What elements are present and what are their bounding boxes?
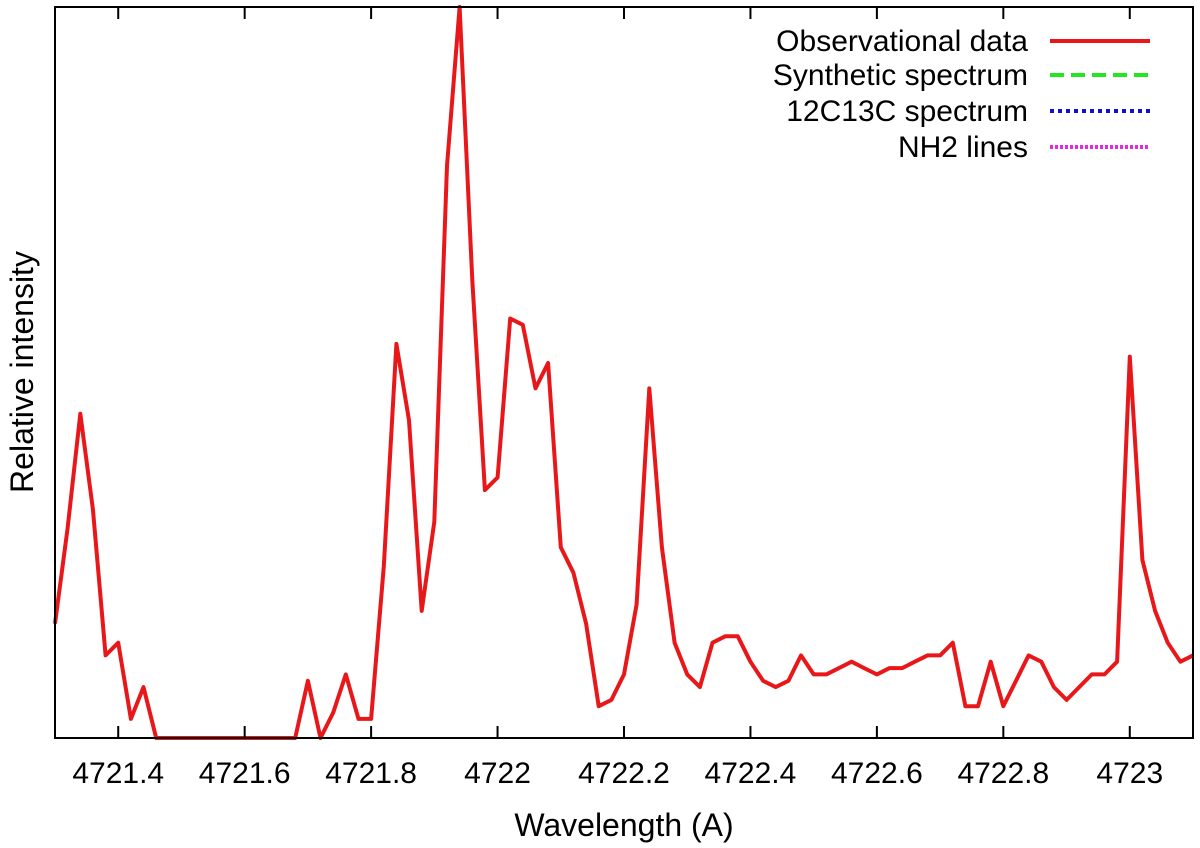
x-axis-ticks: 4721.4 4721.6 4721.8 4722 4722.2 4722.4 4722.6… (72, 7, 1163, 790)
x-tick-label: 4721.4 (72, 757, 164, 790)
legend-label: 12C13C spectrum (786, 95, 1028, 128)
x-tick-label: 4723 (1096, 757, 1163, 790)
legend-label: Synthetic spectrum (773, 59, 1028, 92)
x-tick-label: 4722.8 (957, 757, 1049, 790)
x-axis-label: Wavelength (A) (514, 807, 733, 843)
x-tick-label: 4722.2 (578, 757, 670, 790)
legend-label: Observational data (776, 25, 1028, 58)
x-tick-label: 4722 (464, 757, 531, 790)
x-tick-label: 4722.6 (831, 757, 923, 790)
legend-label: NH2 lines (898, 131, 1028, 164)
y-axis-label: Relative intensity (4, 251, 40, 493)
x-tick-label: 4721.8 (325, 757, 417, 790)
x-tick-label: 4722.4 (705, 757, 797, 790)
x-tick-label: 4721.6 (199, 757, 291, 790)
